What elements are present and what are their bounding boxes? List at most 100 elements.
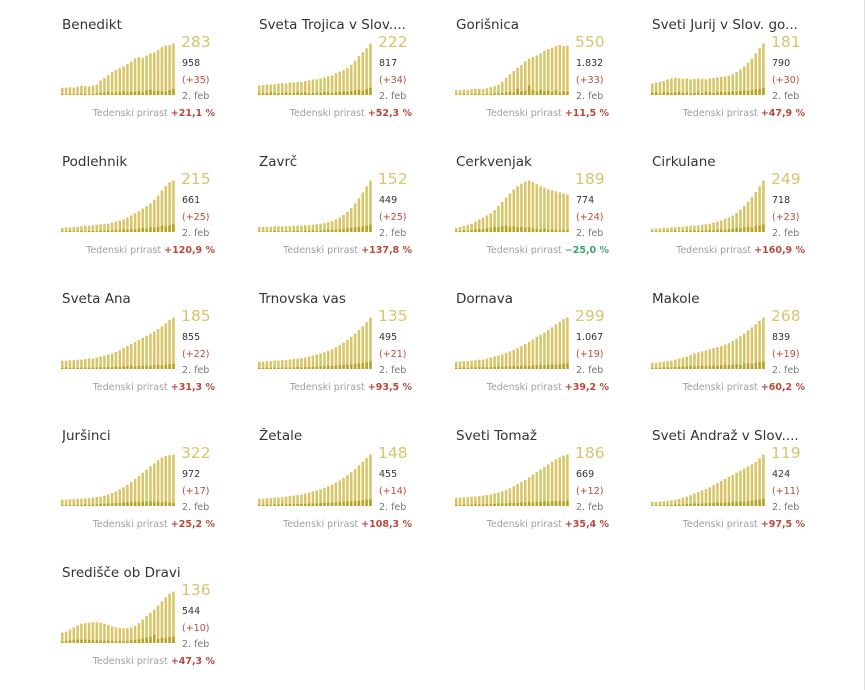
active-cases-bar [265,498,269,506]
municipality-card[interactable]: Središče ob Dravi 136 544 (+10) 2. feb Tedens… [61,562,246,687]
municipality-card[interactable]: Dornava 299 1.067 (+19) 2. feb Tedenski prira… [455,288,640,413]
active-cases-bar [746,466,750,506]
municipality-card[interactable]: Sveta Trojica v Slov.... 222 817 (+34) 2. fe… [258,14,443,139]
new-cases-bar [524,227,527,232]
new-cases-bar [137,501,141,506]
active-cases-bar [84,86,87,95]
active-cases-bar [95,497,99,506]
municipality-card[interactable]: Benedikt 283 958 (+35) 2. feb Tedenski priras… [61,14,246,139]
municipality-name: Juršinci [62,428,111,444]
active-cases-bar [520,346,523,369]
active-cases-bar [535,55,539,95]
new-cases-bar [133,501,137,506]
new-cases-bar [61,231,64,232]
municipality-card[interactable]: Trnovska vas 135 495 (+21) 2. feb Tedenski pr… [258,288,443,413]
active-cases-bar [172,454,175,506]
new-cases-bar [357,226,361,232]
active-cases-bar [311,355,315,369]
active-cases-bar [164,186,168,232]
active-cases-bar [704,79,708,95]
municipality-name: Sveti Andraž v Slov.... [652,428,799,444]
new-cases-bar [462,367,466,369]
active-cases-bar [658,228,662,232]
new-cases-bar [651,231,654,232]
municipality-card[interactable]: Juršinci 322 972 (+17) 2. feb Tedenski priras… [61,425,246,550]
new-cases-bar [369,499,372,506]
active-cases-bar [508,488,512,506]
active-cases-bar [704,488,708,506]
active-cases-bar [353,333,357,369]
active-cases-bar [91,497,95,506]
municipality-name: Trnovska vas [259,291,346,307]
new-cases-bar [369,87,372,95]
active-cases-bar [72,87,76,95]
active-cases-bar [118,220,122,232]
municipality-card[interactable]: Cirkulane 249 718 (+23) 2. feb Tedenski prira… [651,151,836,276]
new-cases-bar [307,93,311,95]
active-cases-bar [689,354,692,369]
new-cases-bar [543,91,546,95]
new-cases-bar [727,91,731,95]
active-cases-bar [323,487,326,506]
municipality-card[interactable]: Sveti Tomaž 186 669 (+12) 2. feb Tedenski pri… [455,425,640,550]
date-label: 2. feb [182,91,210,102]
new-cases-bar [76,367,79,369]
active-cases-bar [520,64,523,95]
date-label: 2. feb [576,91,604,102]
active-cases-bar [689,225,692,232]
active-cases-bar [754,191,758,232]
new-cases-bar [172,88,175,95]
active-cases-bar [369,43,372,95]
new-cases-bar [130,228,133,232]
new-cases-bar [288,93,292,95]
new-cases-bar [361,90,365,95]
new-cases-bar [110,640,114,643]
new-cases-bar [654,231,658,232]
new-cases-bar [122,641,125,643]
active-cases-bar [365,322,368,369]
active-cases-bar [762,454,765,506]
municipality-card[interactable]: Gorišnica 550 1.832 (+33) 2. feb Tedenski pri… [455,14,640,139]
new-cases-bar [284,367,288,369]
new-cases-bar [126,502,129,506]
new-cases-bar [87,367,91,369]
new-cases-bar [365,362,368,369]
new-cases-bar [474,93,477,95]
municipality-card[interactable]: Makole 268 839 (+19) 2. feb Tedenski prirast +… [651,288,836,413]
active-cases-bar [731,474,735,506]
new-cases-bar [677,231,681,232]
new-cases-bar [350,501,353,506]
municipality-card[interactable]: Podlehnik 215 661 (+25) 2. feb Tedenski prira… [61,151,246,276]
new-cases-bar [651,505,654,506]
active-cases-bar [296,82,299,95]
new-cases-bar [762,224,765,232]
active-cases-bar [334,219,338,232]
new-cases-bar [743,90,746,95]
new-cases-bar [114,366,118,369]
active-cases-bar [110,72,114,95]
municipality-card[interactable]: Žetale 148 455 (+14) 2. feb Tedenski prirast +… [258,425,443,550]
new-cases-bar [681,366,685,369]
weekly-growth-label: Tedenski prirast [682,108,758,119]
municipality-card[interactable]: Cerkvenjak 189 774 (+24) 2. feb Tedenski prir… [455,151,640,276]
new-cases-bar [508,366,512,369]
active-cases-bar [156,328,160,369]
new-cases-bar [300,231,303,232]
active-cases-bar [670,78,673,95]
new-cases-bar [95,367,99,369]
municipality-card[interactable]: Sveti Andraž v Slov.... 119 424 (+11) 2. feb… [651,425,836,550]
active-cases-bar [481,89,485,95]
new-cases-bar [277,504,280,506]
municipality-card[interactable]: Zavrč 152 449 (+25) 2. feb Tedenski prirast +1… [258,151,443,276]
new-cases-bar [346,228,349,232]
municipality-card[interactable]: Sveti Jurij v Slov. go... 181 790 (+30) 2. f… [651,14,836,139]
new-cases-bar [361,362,365,369]
active-cases-bar [288,359,292,369]
active-cases-bar [160,457,164,506]
new-cases-bar [670,504,673,506]
active-cases-bar [478,496,481,506]
new-cases-bar [762,361,765,369]
active-cases-bar [361,192,365,232]
active-cases-bar [478,88,481,95]
municipality-card[interactable]: Sveta Ana 185 855 (+22) 2. feb Tedenski prira… [61,288,246,413]
